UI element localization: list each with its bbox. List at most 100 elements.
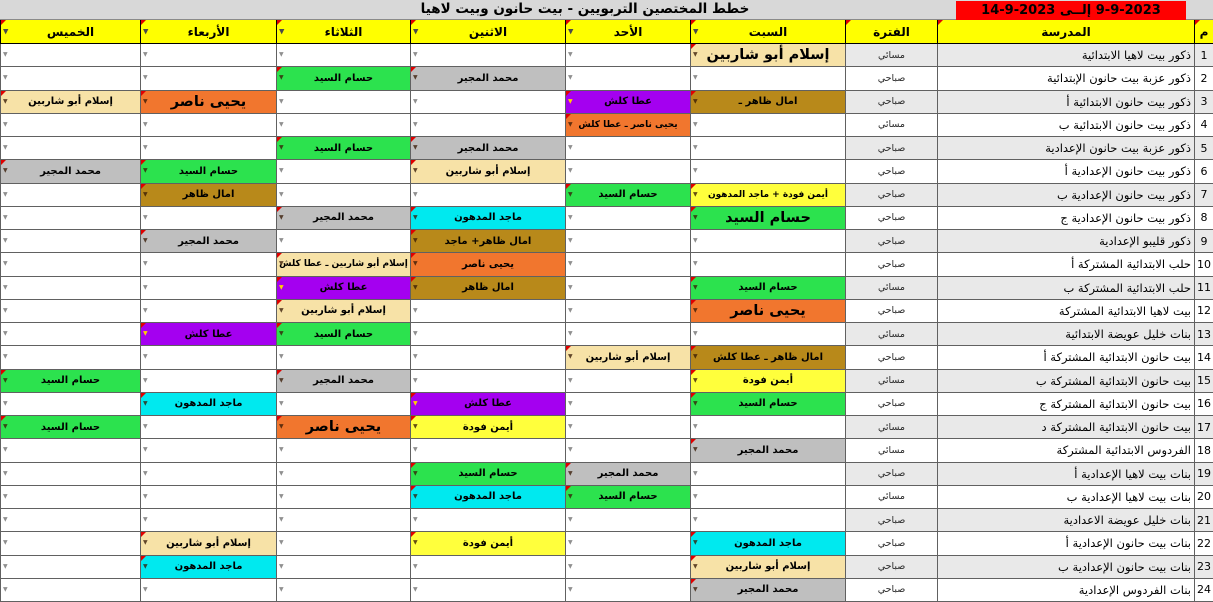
cell-sat[interactable]: ▼ <box>690 509 845 533</box>
dropdown-arrow-icon[interactable]: ▼ <box>693 144 698 152</box>
cell-sat[interactable]: ▼ <box>690 462 845 486</box>
row-number-cell[interactable]: 12 <box>1194 299 1213 323</box>
school-name-cell[interactable]: ذكور قليبو الإعدادية <box>937 230 1194 254</box>
dropdown-arrow-icon[interactable]: ▼ <box>3 167 8 175</box>
period-cell[interactable]: صباحي <box>845 346 937 370</box>
school-name-cell[interactable]: بنات خليل عويضة الابتدائية <box>937 323 1194 347</box>
dropdown-arrow-icon[interactable]: ▼ <box>279 330 284 338</box>
period-cell[interactable]: صباحي <box>845 509 937 533</box>
cell-tue[interactable]: ▼ عطا كلش <box>276 276 410 300</box>
cell-sat[interactable]: ▼ امال ظاهر ـ عطا كلش <box>690 346 845 370</box>
cell-wed[interactable]: ▼ <box>140 137 276 161</box>
period-cell[interactable]: صباحي <box>845 532 937 556</box>
cell-thu[interactable]: ▼ إسلام أبو شاربين <box>0 90 140 114</box>
school-name-cell[interactable]: بنات بيت لاهيا الإعدادية ب <box>937 485 1194 509</box>
dropdown-arrow-icon[interactable]: ▼ <box>413 51 418 59</box>
cell-sat[interactable]: ▼ أيمن فودة + ماجد المدهون <box>690 183 845 207</box>
cell-sat[interactable]: ▼ حسام السيد <box>690 206 845 230</box>
cell-wed[interactable]: ▼ ماجد المدهون <box>140 392 276 416</box>
cell-tue[interactable]: ▼ <box>276 555 410 579</box>
school-name-cell[interactable]: ذكور بيت حانون الإعدادية ب <box>937 183 1194 207</box>
period-cell[interactable]: صباحي <box>845 67 937 91</box>
dropdown-arrow-icon[interactable]: ▼ <box>3 190 8 198</box>
dropdown-arrow-icon[interactable]: ▼ <box>3 97 8 105</box>
cell-mon[interactable]: ▼ يحيى ناصر <box>410 253 565 277</box>
cell-tue[interactable]: ▼ <box>276 90 410 114</box>
period-cell[interactable]: مسائي <box>845 44 937 68</box>
school-name-cell[interactable]: بيت حانون الابتدائية المشتركة أ <box>937 346 1194 370</box>
cell-thu[interactable]: ▼ <box>0 44 140 68</box>
cell-sat[interactable]: ▼ أيمن فودة <box>690 369 845 393</box>
cell-thu[interactable]: ▼ <box>0 230 140 254</box>
dropdown-arrow-icon[interactable]: ▼ <box>143 492 148 500</box>
cell-mon[interactable]: ▼ <box>410 183 565 207</box>
dropdown-arrow-icon[interactable]: ▼ <box>413 516 418 524</box>
dropdown-arrow-icon[interactable]: ▼ <box>568 423 573 431</box>
dropdown-arrow-icon[interactable]: ▼ <box>3 260 8 268</box>
cell-mon[interactable]: ▼ عطا كلش <box>410 392 565 416</box>
cell-wed[interactable]: ▼ <box>140 416 276 440</box>
dropdown-arrow-icon[interactable]: ▼ <box>279 144 284 152</box>
dropdown-arrow-icon[interactable]: ▼ <box>3 283 8 291</box>
school-name-cell[interactable]: بيت حانون الابتدائية المشتركة ج <box>937 392 1194 416</box>
cell-tue[interactable]: ▼ <box>276 230 410 254</box>
cell-tue[interactable]: ▼ <box>276 346 410 370</box>
cell-tue[interactable]: ▼ <box>276 160 410 184</box>
cell-sat[interactable]: ▼ <box>690 323 845 347</box>
cell-sun[interactable]: ▼ <box>565 299 690 323</box>
cell-tue[interactable]: ▼ <box>276 578 410 602</box>
school-name-cell[interactable]: حلب الابتدائية المشتركة أ <box>937 253 1194 277</box>
cell-thu[interactable]: ▼ حسام السيد <box>0 369 140 393</box>
cell-mon[interactable]: ▼ ماجد المدهون <box>410 206 565 230</box>
dropdown-arrow-icon[interactable]: ▼ <box>143 469 148 477</box>
cell-tue[interactable]: ▼ حسام السيد <box>276 137 410 161</box>
dropdown-arrow-icon[interactable]: ▼ <box>568 539 573 547</box>
dropdown-arrow-icon[interactable]: ▼ <box>568 585 573 593</box>
dropdown-arrow-icon[interactable]: ▼ <box>693 237 698 245</box>
cell-sun[interactable]: ▼ <box>565 532 690 556</box>
cell-thu[interactable]: ▼ <box>0 276 140 300</box>
dropdown-arrow-icon[interactable]: ▼ <box>693 399 698 407</box>
cell-mon[interactable]: ▼ امال ظاهر <box>410 276 565 300</box>
period-cell[interactable]: مسائي <box>845 416 937 440</box>
cell-mon[interactable]: ▼ محمد المجير <box>410 137 565 161</box>
row-number-cell[interactable]: 19 <box>1194 462 1213 486</box>
dropdown-arrow-icon[interactable]: ▼ <box>143 144 148 152</box>
dropdown-arrow-icon[interactable]: ▼ <box>143 562 148 570</box>
cell-tue[interactable]: ▼ <box>276 462 410 486</box>
dropdown-arrow-icon[interactable]: ▼ <box>279 539 284 547</box>
cell-sat[interactable]: ▼ <box>690 113 845 137</box>
dropdown-arrow-icon[interactable]: ▼ <box>3 539 8 547</box>
period-cell[interactable]: صباحي <box>845 462 937 486</box>
cell-mon[interactable]: ▼ أيمن فودة <box>410 416 565 440</box>
cell-wed[interactable]: ▼ <box>140 253 276 277</box>
row-number-cell[interactable]: 1 <box>1194 44 1213 68</box>
dropdown-arrow-icon[interactable]: ▼ <box>568 213 573 221</box>
period-cell[interactable]: مسائي <box>845 369 937 393</box>
cell-thu[interactable]: ▼ <box>0 578 140 602</box>
dropdown-arrow-icon[interactable]: ▼ <box>693 167 698 175</box>
cell-sun[interactable]: ▼ <box>565 323 690 347</box>
cell-sun[interactable]: ▼ <box>565 555 690 579</box>
dropdown-arrow-icon[interactable]: ▼ <box>279 446 284 454</box>
dropdown-arrow-icon[interactable]: ▼ <box>3 213 8 221</box>
cell-wed[interactable]: ▼ امال ظاهر <box>140 183 276 207</box>
cell-sat[interactable]: ▼ محمد المجير <box>690 578 845 602</box>
dropdown-arrow-icon[interactable]: ▼ <box>693 353 698 361</box>
cell-tue[interactable]: ▼ إسلام أبو شاربين <box>276 299 410 323</box>
school-name-cell[interactable]: بنات بيت حانون الإعدادية ب <box>937 555 1194 579</box>
cell-sat[interactable]: ▼ محمد المجير <box>690 439 845 463</box>
school-name-cell[interactable]: بيت حانون الابتدائية المشتركة ب <box>937 369 1194 393</box>
cell-tue[interactable]: ▼ <box>276 392 410 416</box>
cell-sun[interactable]: ▼ <box>565 509 690 533</box>
row-number-cell[interactable]: 23 <box>1194 555 1213 579</box>
period-cell[interactable]: صباحي <box>845 253 937 277</box>
cell-sat[interactable]: ▼ <box>690 67 845 91</box>
cell-wed[interactable]: ▼ ماجد المدهون <box>140 555 276 579</box>
dropdown-arrow-icon[interactable]: ▼ <box>143 423 148 431</box>
cell-sun[interactable]: ▼ <box>565 439 690 463</box>
row-number-cell[interactable]: 7 <box>1194 183 1213 207</box>
cell-sun[interactable]: ▼ <box>565 160 690 184</box>
school-name-cell[interactable]: ذكور بيت لاهيا الابتدائية <box>937 44 1194 68</box>
cell-thu[interactable]: ▼ <box>0 346 140 370</box>
